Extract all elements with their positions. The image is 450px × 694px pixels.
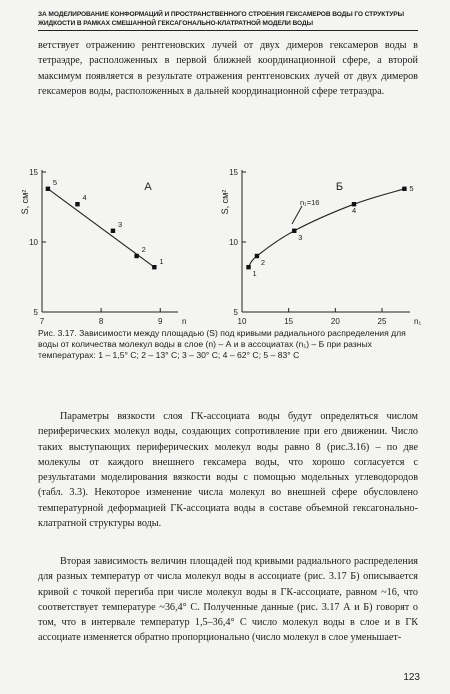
chart-b-point-1 xyxy=(246,265,251,270)
chart-b-ytick-label: 15 xyxy=(229,168,238,177)
chart-a-point-1 xyxy=(152,265,157,270)
chart-a-ytick-label: 5 xyxy=(34,308,39,317)
figure-caption: Рис. 3.17. Зависимости между площадью (S… xyxy=(38,328,406,360)
chart-a-point-label-3: 3 xyxy=(118,220,122,229)
chart-b-xtick-label: 20 xyxy=(331,317,340,326)
chart-a-xtick-label: 7 xyxy=(40,317,45,326)
chart-a-point-3 xyxy=(110,228,116,233)
chart-a-point-5 xyxy=(45,186,51,191)
chart-a-point-label-4: 4 xyxy=(82,193,86,202)
chart-b-xtick-label: 15 xyxy=(284,317,293,326)
chart-b-point-2 xyxy=(254,253,260,259)
chart-a-point-label-5: 5 xyxy=(53,178,57,187)
paragraph-second-dependence: Вторая зависимость величин площадей под … xyxy=(38,556,418,644)
chart-a-title: А xyxy=(144,181,152,193)
chart-b-annotation: n₁=16 xyxy=(300,198,319,207)
chart-b-annotation-pointer xyxy=(291,205,303,225)
running-head: ЗА МОДЕЛИРОВАНИЕ КОНФОРМАЦИЙ И ПРОСТРАНС… xyxy=(38,11,404,27)
paragraph-top: ветствует отражению рентгеновских лучей … xyxy=(38,40,418,97)
chart-a-ytick-label: 15 xyxy=(29,168,38,177)
chart-b-point-label-5: 5 xyxy=(409,184,413,193)
chart-b-point-3 xyxy=(292,228,297,233)
chart-a-xtick-label: 9 xyxy=(158,317,163,326)
chart-b-series-line xyxy=(248,188,405,268)
chart-b-point-4 xyxy=(351,202,357,207)
header-rule xyxy=(38,30,418,31)
chart-b-point-label-3: 3 xyxy=(298,233,302,242)
chart-a-point-2 xyxy=(134,253,139,259)
chart-b-ytick-label: 10 xyxy=(229,238,238,247)
chart-b-point-5 xyxy=(402,186,407,191)
chart-b-xtick-label: 10 xyxy=(238,317,247,326)
chart-b-point-label-2: 2 xyxy=(261,258,265,267)
chart-b-point-label-4: 4 xyxy=(352,206,356,215)
chart-a-xtick-label: 8 xyxy=(99,317,104,326)
chart-a-ylabel: S, cм² xyxy=(20,190,30,215)
chart-b-title: Б xyxy=(336,181,343,193)
chart-b-ytick-label: 5 xyxy=(234,308,239,317)
chart-a-point-label-1: 1 xyxy=(159,257,163,266)
chart-b-ylabel: S, cм² xyxy=(220,190,230,215)
chart-b-xtick-label: 25 xyxy=(378,317,387,326)
chart-a-point-4 xyxy=(75,202,80,207)
chart-b-point-label-1: 1 xyxy=(253,269,257,278)
chart-a-point-label-2: 2 xyxy=(142,245,146,254)
paragraph-viscosity: Параметры вязкости слоя ГК-ассоциата вод… xyxy=(38,411,418,530)
chart-a-ytick-label: 10 xyxy=(29,238,38,247)
chart-a-xlabel: n xyxy=(182,317,186,326)
chart-b-xlabel: n₁ xyxy=(414,317,421,326)
page-number: 123 xyxy=(403,672,420,683)
